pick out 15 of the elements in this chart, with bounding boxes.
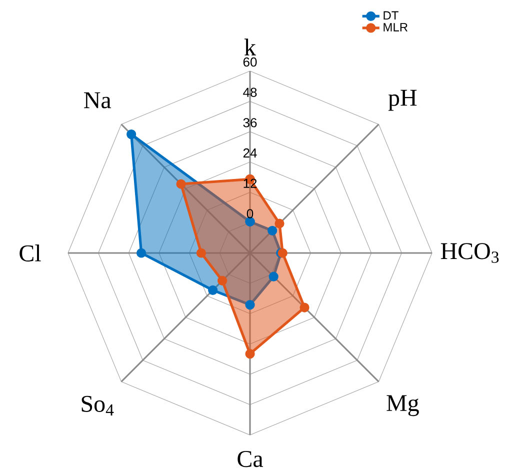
spoke-label: pH [388, 90, 417, 111]
y-tick-label: 48 [243, 88, 257, 97]
legend-label: MLR [384, 23, 408, 32]
y-tick-label: 24 [243, 148, 257, 158]
spoke-label: Na [84, 92, 111, 108]
y-tick-label: 0 [246, 209, 254, 218]
spoke-label: Cl [20, 244, 41, 262]
legend-label: DT [384, 11, 398, 20]
y-tick-label: 60 [243, 57, 257, 67]
spoke-label: HCO$_{3}$ [440, 243, 499, 263]
spoke-label: Mg [386, 395, 419, 416]
spoke-label: Ca [238, 450, 264, 468]
y-tick-label: 36 [243, 118, 257, 128]
spoke-label: k [244, 38, 256, 56]
spoke-label: So$_{4}$ [82, 396, 114, 416]
